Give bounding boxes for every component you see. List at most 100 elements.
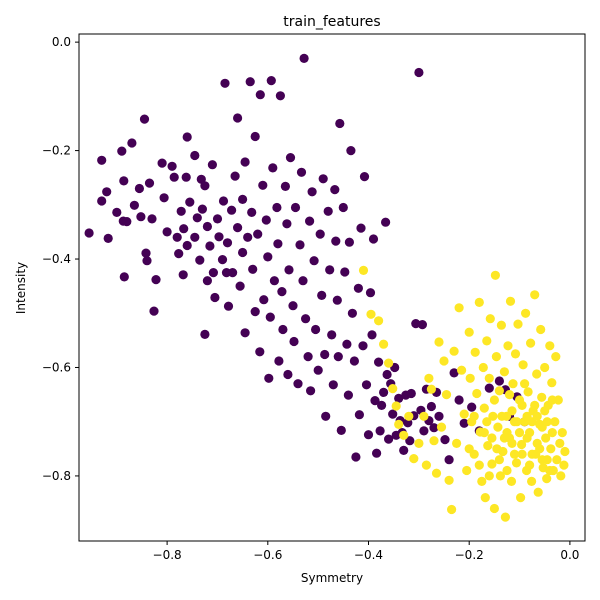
scatter-point <box>511 458 522 468</box>
scatter-point <box>419 411 429 421</box>
scatter-point <box>151 275 161 285</box>
scatter-point <box>169 172 179 182</box>
scatter-point <box>255 347 265 357</box>
scatter-point <box>117 146 127 156</box>
scatter-point <box>377 400 387 410</box>
scatter-point <box>484 373 494 383</box>
scatter-point <box>500 512 510 522</box>
scatter-point <box>459 418 469 428</box>
scatter-point <box>494 386 504 396</box>
scatter-point <box>157 158 167 168</box>
x-tick-label: −0.2 <box>455 548 484 562</box>
scatter-point <box>507 406 517 416</box>
scatter-point <box>307 187 317 197</box>
scatter-point <box>197 204 207 214</box>
scatter-point <box>253 229 263 239</box>
scatter-point <box>282 219 292 229</box>
scatter-point <box>217 255 228 265</box>
scatter-point <box>517 449 527 459</box>
scatter-point <box>223 301 234 311</box>
scatter-point <box>472 388 482 399</box>
y-tick-label: −0.8 <box>42 469 71 483</box>
scatter-point <box>248 264 258 274</box>
scatter-point <box>305 216 315 226</box>
scatter-point <box>265 312 275 322</box>
scatter-point <box>482 336 492 346</box>
scatter-point <box>540 362 550 373</box>
scatter-point <box>320 349 330 360</box>
scatter-point <box>303 352 313 362</box>
scatter-point <box>367 330 377 340</box>
scatter-point <box>340 267 350 277</box>
scatter-point <box>495 471 505 481</box>
scatter-point <box>182 240 192 251</box>
scatter-point <box>289 336 299 347</box>
scatter-point <box>214 232 224 242</box>
chart-title: train_features <box>283 14 380 30</box>
scatter-point <box>207 160 217 170</box>
scatter-point <box>269 276 279 286</box>
scatter-point <box>479 403 489 413</box>
scatter-point <box>218 196 229 206</box>
scatter-point <box>335 118 345 129</box>
scatter-point <box>159 193 169 203</box>
scatter-point <box>210 292 220 303</box>
scatter-point <box>112 207 122 217</box>
scatter-point <box>527 449 537 459</box>
scatter-point <box>264 373 274 383</box>
scatter-point <box>379 387 389 397</box>
scatter-point <box>298 276 308 286</box>
y-axis-label: Intensity <box>14 262 28 314</box>
scatter-point <box>506 476 517 486</box>
scatter-point <box>545 465 555 476</box>
scatter-point <box>508 379 518 389</box>
scatter-point <box>238 194 248 204</box>
scatter-point <box>127 138 137 148</box>
scatter-point <box>382 369 392 380</box>
scatter-point <box>449 368 459 378</box>
scatter-point <box>399 430 409 440</box>
x-tick-label: 0.0 <box>560 548 579 562</box>
scatter-point <box>235 281 245 291</box>
scatter-point <box>278 324 288 335</box>
scatter-point <box>469 411 479 421</box>
scatter-point <box>119 272 129 282</box>
scatter-point <box>275 91 285 101</box>
scatter-point <box>512 417 522 427</box>
scatter-point <box>502 465 512 476</box>
scatter-point <box>379 339 389 349</box>
scatter-point <box>349 356 359 366</box>
scatter-point <box>243 232 253 242</box>
scatter-point <box>240 328 250 338</box>
scatter-point <box>394 419 404 429</box>
scatter-point <box>521 308 531 318</box>
scatter-point <box>560 446 570 457</box>
scatter-point <box>359 172 370 182</box>
scatter-point <box>331 236 341 246</box>
scatter-point <box>372 448 382 458</box>
scatter-point <box>492 444 502 454</box>
scatter-point <box>488 411 498 421</box>
scatter-point <box>444 475 454 485</box>
scatter-point <box>439 356 449 366</box>
scatter-point <box>328 380 338 390</box>
scatter-point <box>222 238 233 248</box>
scatter-point <box>358 341 368 351</box>
scatter-point <box>441 390 452 400</box>
scatter-point <box>517 439 527 450</box>
scatter-point <box>523 387 533 397</box>
scatter-point <box>179 224 189 234</box>
scatter-point <box>409 454 419 464</box>
scatter-point <box>283 369 293 380</box>
scatter-point <box>414 67 424 78</box>
scatter-point <box>202 221 212 232</box>
scatter-point <box>532 369 542 379</box>
scatter-point <box>421 460 431 470</box>
scatter-point <box>333 352 343 362</box>
scatter-point <box>343 390 353 400</box>
scatter-point <box>516 493 526 503</box>
scatter-point <box>399 445 409 455</box>
scatter-point <box>532 411 542 421</box>
scatter-point <box>97 155 107 165</box>
x-axis-label: Symmetry <box>301 571 363 585</box>
